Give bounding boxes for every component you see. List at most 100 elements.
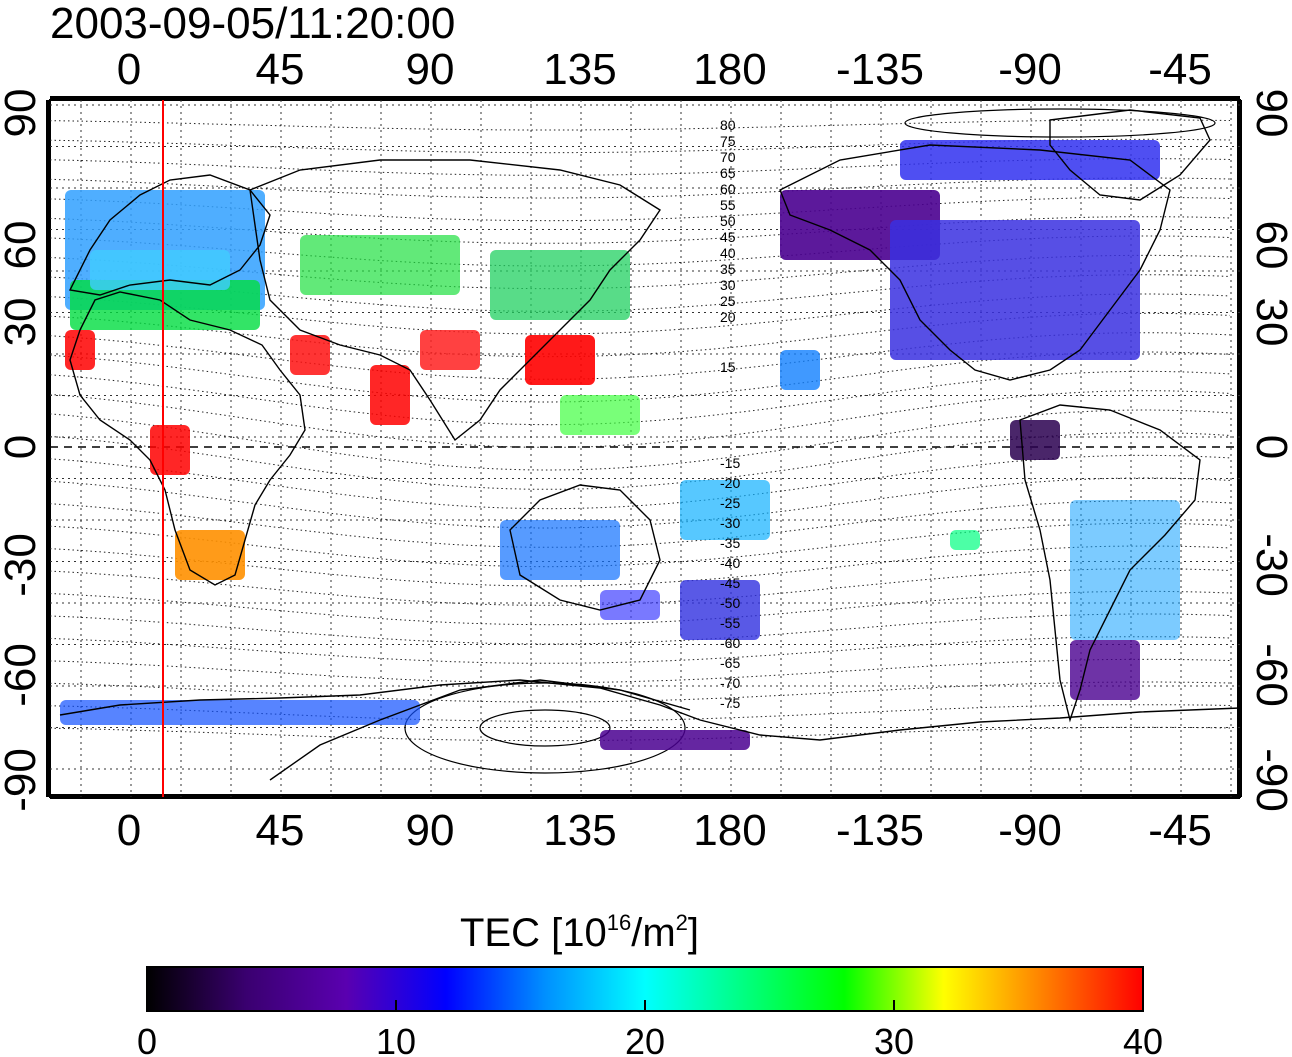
left-lat-label: -90 xyxy=(0,748,45,812)
africa-outline xyxy=(69,291,306,586)
contour-label: 65 xyxy=(720,165,736,181)
right-lat-label: -90 xyxy=(1247,748,1292,812)
tec-patch xyxy=(150,425,190,475)
contour-label: 35 xyxy=(720,261,736,277)
greenland-outline xyxy=(1049,109,1211,201)
right-lat-label: 30 xyxy=(1247,298,1292,347)
contour-line xyxy=(50,138,1231,154)
top-lon-label: 180 xyxy=(693,45,766,94)
contour-label: 50 xyxy=(720,213,736,229)
tec-patch xyxy=(600,590,660,620)
right-lat-label: -60 xyxy=(1247,643,1292,707)
colorbar-title: TEC [1016/m2] xyxy=(460,910,699,955)
colorbar-tick-label: 20 xyxy=(625,1021,665,1057)
contour-line xyxy=(50,568,1231,606)
contour-label: -65 xyxy=(720,655,740,671)
south-pole-contour xyxy=(479,709,611,747)
top-lon-label: 0 xyxy=(117,45,141,94)
contour-line xyxy=(50,681,1231,703)
contour-line xyxy=(50,704,1231,722)
contour-line xyxy=(50,158,1231,176)
tec-patch xyxy=(370,365,410,425)
tec-patch xyxy=(680,480,770,540)
contour-label: -40 xyxy=(720,555,740,571)
tec-patch xyxy=(780,350,820,390)
tec-patch xyxy=(300,235,460,295)
top-lon-label: -90 xyxy=(998,45,1062,94)
contour-line xyxy=(50,119,1231,131)
bottom-lon-label: -45 xyxy=(1148,806,1212,855)
top-lon-label: 90 xyxy=(406,45,455,94)
tec-data-patches xyxy=(60,140,1180,750)
contour-label: -45 xyxy=(720,575,740,591)
contour-line xyxy=(50,196,1231,222)
tec-patch xyxy=(490,250,630,320)
left-lat-label: -30 xyxy=(0,533,45,597)
left-lat-label: 0 xyxy=(0,435,45,459)
contour-label: -50 xyxy=(720,595,740,611)
bottom-longitude-labels: 0 45 90 135 180 -135 -90 -45 xyxy=(117,806,1212,855)
left-lat-label: 30 xyxy=(0,298,45,347)
contour-line xyxy=(50,590,1231,626)
contour-label: 25 xyxy=(720,293,736,309)
tec-patch xyxy=(950,530,980,550)
contour-label: -55 xyxy=(720,615,740,631)
contour-line xyxy=(50,432,1231,490)
bottom-lon-label: 90 xyxy=(406,806,455,855)
contour-line xyxy=(50,658,1231,684)
north-pole-contour xyxy=(904,108,1216,138)
contour-label: 60 xyxy=(720,181,736,197)
colorbar-ticks: 0 10 20 30 40 xyxy=(137,1000,1163,1057)
left-lat-label: -60 xyxy=(0,643,45,707)
tec-patch xyxy=(1070,500,1180,640)
europe-outline xyxy=(68,174,271,296)
right-latitude-labels: 90 60 30 0 -30 -60 -90 xyxy=(1247,89,1292,812)
contour-line xyxy=(50,370,1231,426)
tec-patch xyxy=(175,530,245,580)
bottom-lon-label: 180 xyxy=(693,806,766,855)
left-lat-label: 60 xyxy=(0,221,45,270)
bottom-lon-label: 0 xyxy=(117,806,141,855)
bottom-frame-bar xyxy=(50,794,1240,799)
contour-line xyxy=(50,454,1231,510)
contour-label: -25 xyxy=(720,495,740,511)
bottom-lon-label: 45 xyxy=(256,806,305,855)
antarctica-outline xyxy=(59,679,1240,741)
contour-line xyxy=(50,235,1231,267)
bottom-lon-label: -135 xyxy=(836,806,924,855)
right-lat-label: 0 xyxy=(1247,435,1292,459)
top-frame-bar xyxy=(50,96,1240,101)
top-lon-label: 45 xyxy=(256,45,305,94)
tec-patch xyxy=(420,330,480,370)
tec-patch xyxy=(525,335,595,385)
contour-line xyxy=(50,216,1231,244)
left-latitude-labels: 90 60 30 0 -30 -60 -90 xyxy=(0,89,45,812)
left-frame-bar xyxy=(46,100,51,797)
contour-label: 20 xyxy=(720,309,736,325)
right-lat-label: 90 xyxy=(1247,89,1292,138)
colorbar-tick-label: 10 xyxy=(376,1021,416,1057)
contour-line xyxy=(50,613,1231,645)
coastlines xyxy=(59,109,1240,781)
south-america-outline xyxy=(1019,404,1201,723)
australia-outline xyxy=(509,484,661,611)
top-lon-label: -45 xyxy=(1148,45,1212,94)
right-lat-label: -30 xyxy=(1247,533,1292,597)
top-lon-label: 135 xyxy=(543,45,616,94)
contour-label: 75 xyxy=(720,133,736,149)
contour-label: 15 xyxy=(720,359,736,375)
tec-patch xyxy=(65,330,95,370)
bottom-lon-label: -90 xyxy=(998,806,1062,855)
contour-label: 45 xyxy=(720,229,736,245)
contour-label: -75 xyxy=(720,695,740,711)
contour-label: 80 xyxy=(720,117,736,133)
tec-patch xyxy=(890,220,1140,360)
tec-patch xyxy=(500,520,620,580)
contour-label: -30 xyxy=(720,515,740,531)
tec-patch xyxy=(1010,420,1060,460)
contour-label: 30 xyxy=(720,277,736,293)
top-longitude-labels: 0 45 90 135 180 -135 -90 -45 xyxy=(117,45,1212,94)
south-contour-labels: -15 -20 -25 -30 -35 -40 -45 -50 -55 -60 -65 -70 -75 xyxy=(720,455,740,711)
colorbar-tick-label: 0 xyxy=(137,1021,157,1057)
